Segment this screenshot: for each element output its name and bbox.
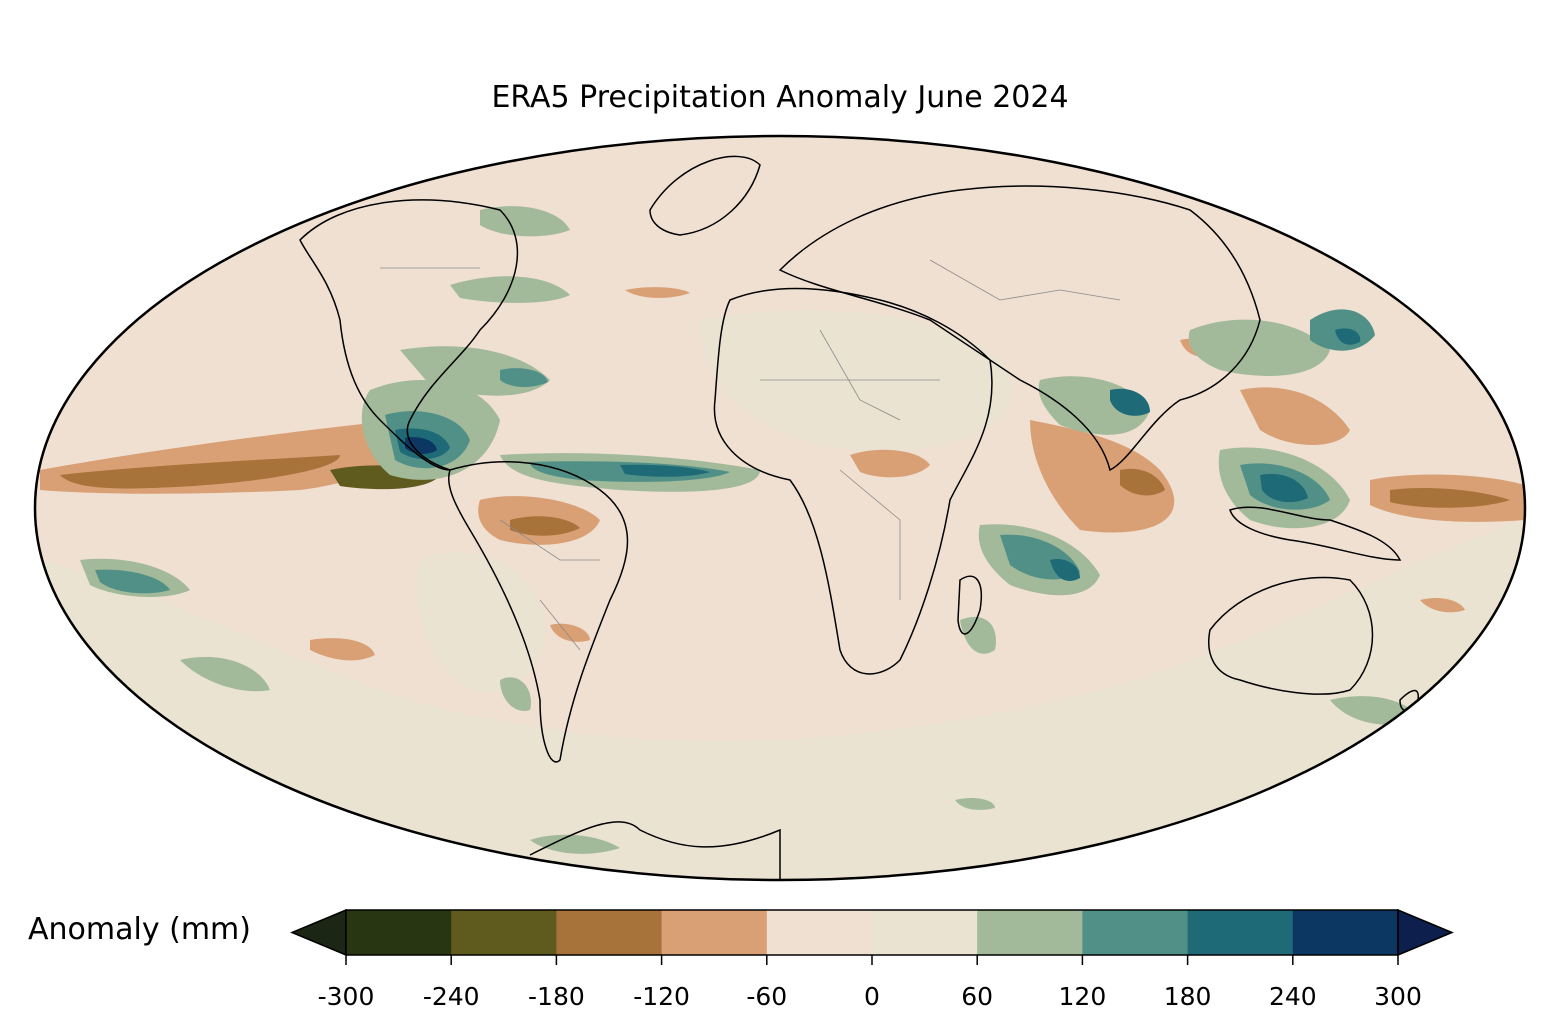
globe-outline [33, 134, 1527, 882]
colorbar-tick-label: 60 [961, 982, 993, 1011]
coastlines [299, 155, 1419, 880]
wet-anomalies [80, 206, 1420, 854]
colorbar-label: Anomaly (mm) [28, 912, 251, 947]
colorbar-tick-label: -300 [318, 982, 375, 1011]
colorbar-tick-label: 0 [864, 982, 880, 1011]
colorbar-segment [766, 910, 873, 955]
colorbar-tick-label: -60 [746, 982, 787, 1011]
colorbar-segment [872, 910, 978, 955]
colorbar-tick-label: -180 [528, 982, 585, 1011]
colorbar-tick-label: 180 [1164, 982, 1212, 1011]
colorbar-segment [661, 910, 768, 955]
colorbar-tick-label: 240 [1269, 982, 1317, 1011]
world-map [33, 134, 1527, 882]
colorbar-under-arrow [290, 908, 347, 957]
near-zero-regions [40, 310, 1525, 880]
colorbar-tick-label: -120 [633, 982, 690, 1011]
colorbar-segment [451, 910, 557, 955]
colorbar-segment [1292, 910, 1399, 955]
dry-anomalies [40, 287, 1525, 661]
colorbar-tick-label: 300 [1374, 982, 1422, 1011]
colorbar-ticks: -300 -240 -180 -120 -60 0 60 120 180 240 300 [318, 955, 1422, 1011]
colorbar-tick-label: -240 [423, 982, 480, 1011]
country-borders [380, 259, 1121, 651]
map-title: ERA5 Precipitation Anomaly June 2024 [491, 80, 1069, 115]
colorbar-segment [556, 910, 663, 955]
colorbar-segment [1187, 910, 1294, 955]
colorbar-segment [346, 910, 452, 955]
colorbar-segment [977, 910, 1083, 955]
colorbar-segment [1082, 910, 1189, 955]
colorbar-tick-label: 120 [1059, 982, 1107, 1011]
colorbar-blocks [290, 908, 1454, 957]
colorbar-over-arrow [1397, 908, 1454, 957]
